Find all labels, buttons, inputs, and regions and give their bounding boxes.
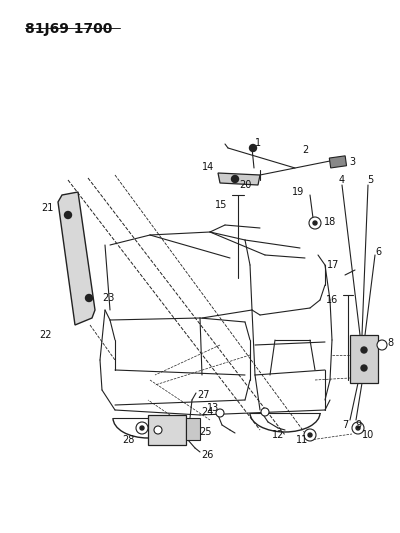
Circle shape	[308, 433, 312, 437]
Polygon shape	[58, 192, 95, 325]
Circle shape	[136, 422, 148, 434]
Text: 11: 11	[296, 435, 308, 445]
Circle shape	[352, 422, 364, 434]
Text: 23: 23	[102, 293, 114, 303]
Circle shape	[377, 340, 387, 350]
Circle shape	[361, 365, 367, 371]
Text: 9: 9	[355, 420, 361, 430]
Circle shape	[232, 175, 238, 182]
Bar	[350, 335, 378, 383]
Text: 22: 22	[39, 330, 51, 340]
Text: 8: 8	[387, 338, 393, 348]
Bar	[186, 418, 200, 440]
Circle shape	[64, 212, 72, 219]
Text: 6: 6	[375, 247, 381, 257]
Text: 19: 19	[292, 187, 304, 197]
Text: 17: 17	[327, 260, 339, 270]
Bar	[148, 415, 186, 445]
Circle shape	[309, 217, 321, 229]
Text: 27: 27	[197, 390, 209, 400]
Text: 28: 28	[122, 435, 134, 445]
Circle shape	[154, 426, 162, 434]
Text: 4: 4	[339, 175, 345, 185]
Text: 2: 2	[302, 145, 308, 155]
Text: 26: 26	[201, 450, 213, 460]
Circle shape	[250, 144, 256, 151]
Circle shape	[361, 347, 367, 353]
Circle shape	[356, 426, 360, 430]
Text: 13: 13	[207, 403, 219, 413]
Text: 18: 18	[324, 217, 336, 227]
Circle shape	[216, 409, 224, 417]
Text: 16: 16	[326, 295, 338, 305]
Circle shape	[313, 221, 317, 225]
Bar	[329, 156, 346, 168]
Text: 21: 21	[41, 203, 53, 213]
Text: 15: 15	[215, 200, 227, 210]
Text: 1: 1	[255, 138, 261, 148]
Text: 12: 12	[272, 430, 284, 440]
Text: 7: 7	[342, 420, 348, 430]
Text: 3: 3	[349, 157, 355, 167]
Text: 20: 20	[239, 180, 251, 190]
Text: 24: 24	[201, 407, 213, 417]
Text: 5: 5	[367, 175, 373, 185]
Polygon shape	[218, 173, 260, 185]
Circle shape	[86, 295, 92, 302]
Text: 14: 14	[202, 162, 214, 172]
Circle shape	[304, 429, 316, 441]
Circle shape	[261, 408, 269, 416]
Text: 10: 10	[362, 430, 374, 440]
Text: 25: 25	[199, 427, 211, 437]
Text: 81J69 1700: 81J69 1700	[25, 22, 112, 36]
Circle shape	[140, 426, 144, 430]
